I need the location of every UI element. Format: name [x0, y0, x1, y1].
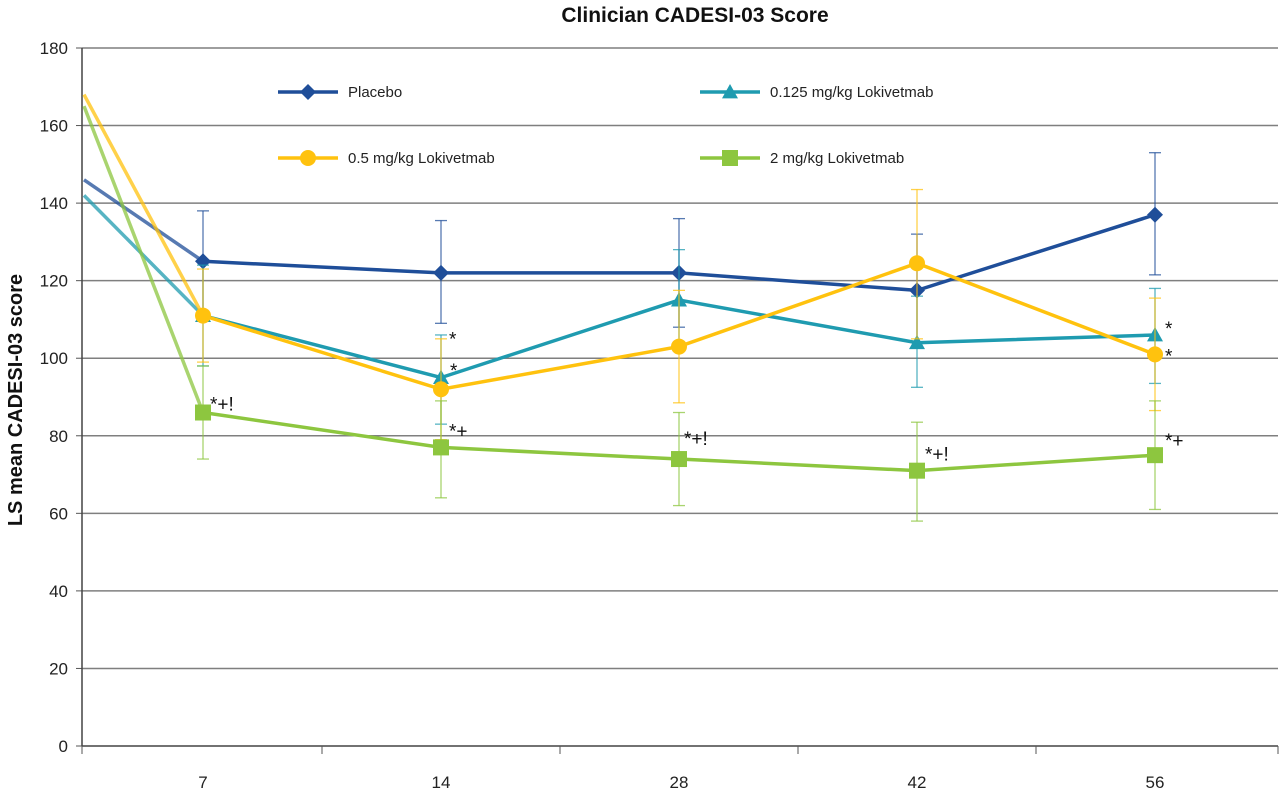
- y-tick-label: 120: [40, 272, 68, 291]
- y-tick-label: 20: [49, 659, 68, 678]
- data-point: [300, 84, 316, 100]
- y-tick-label: 80: [49, 427, 68, 446]
- data-annotation: *+: [1165, 431, 1184, 452]
- data-annotation: *: [1165, 319, 1173, 340]
- y-tick-label: 180: [40, 39, 68, 58]
- data-annotation: *+: [449, 421, 468, 442]
- series-2: **: [82, 93, 1173, 441]
- legend-item: Placebo: [278, 84, 402, 101]
- chart-title: Clinician CADESI-03 Score: [561, 4, 828, 27]
- data-point: [671, 451, 687, 468]
- y-tick-label: 100: [40, 349, 68, 368]
- data-point: [1147, 447, 1163, 464]
- legend-label: 0.5 mg/kg Lokivetmab: [348, 150, 495, 167]
- y-tick-label: 40: [49, 582, 68, 601]
- grid-lines: [82, 47, 1278, 670]
- data-annotation: *+!: [925, 445, 949, 466]
- axes: [76, 47, 1279, 754]
- series-layer: *****+!*+ *+!*+!*+: [82, 93, 1184, 522]
- data-point: [1147, 346, 1163, 363]
- y-tick-label: 160: [40, 117, 68, 136]
- legend-item: 0.5 mg/kg Lokivetmab: [278, 150, 495, 167]
- y-tick-labels: 0 20 40 60 80 100 120 140 160 180: [40, 39, 68, 756]
- y-tick-label: 0: [59, 737, 68, 756]
- data-annotation: *: [1165, 346, 1173, 367]
- data-annotation: *+!: [684, 429, 708, 450]
- baseline-segment: [82, 93, 205, 317]
- baseline-segment: [83, 178, 204, 263]
- data-point: [433, 264, 449, 281]
- x-tick-label: 42: [908, 773, 927, 792]
- y-tick-label: 60: [49, 504, 68, 523]
- x-tick-labels: 7 14 28 42 56: [198, 773, 1164, 792]
- data-point: [433, 381, 449, 398]
- legend-item: 0.125 mg/kg Lokivetmab: [700, 84, 933, 101]
- data-point: [909, 255, 925, 272]
- y-tick-label: 140: [40, 194, 68, 213]
- data-point: [195, 404, 211, 421]
- x-tick-label: 28: [670, 773, 689, 792]
- series-3: *+! *+ *+! *+! *+: [82, 105, 1184, 522]
- data-point: [1147, 206, 1163, 223]
- data-point: [671, 338, 687, 355]
- data-point: [909, 334, 925, 350]
- data-point: [909, 462, 925, 479]
- data-point: [433, 439, 449, 456]
- y-axis-label: LS mean CADESI-03 score: [5, 274, 27, 526]
- data-annotation: *: [450, 361, 458, 382]
- legend-label: 2 mg/kg Lokivetmab: [770, 150, 904, 167]
- x-tick-label: 56: [1146, 773, 1165, 792]
- data-annotation: *+!: [210, 395, 234, 416]
- legend: Placebo 0.125 mg/kg Lokivetmab 0.5 mg/kg L…: [278, 84, 933, 167]
- baseline-segment: [82, 105, 205, 414]
- x-tick-label: 7: [198, 773, 207, 792]
- data-point: [722, 84, 738, 99]
- legend-label: 0.125 mg/kg Lokivetmab: [770, 84, 933, 101]
- legend-item: 2 mg/kg Lokivetmab: [700, 150, 904, 167]
- x-tick-label: 14: [432, 773, 451, 792]
- legend-label: Placebo: [348, 84, 402, 101]
- data-point: [300, 150, 316, 166]
- data-annotation: *: [449, 330, 457, 351]
- series-1: **: [82, 194, 1173, 425]
- data-point: [722, 150, 738, 166]
- data-point: [195, 307, 211, 324]
